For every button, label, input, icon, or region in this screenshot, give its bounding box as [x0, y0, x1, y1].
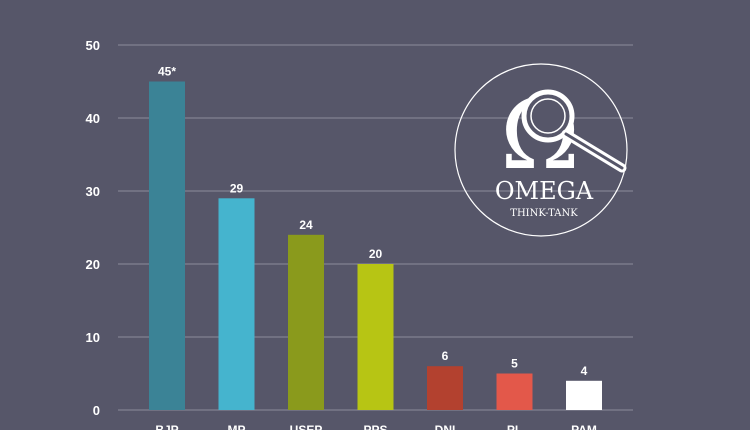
logo-name: OMEGA: [495, 177, 594, 205]
y-tick-label: 40: [86, 111, 100, 126]
bar-mp: [218, 198, 255, 410]
data-label: 4: [581, 364, 588, 378]
data-label: 29: [230, 181, 244, 195]
category-labels: BJP MP USEP PPS DNI PL PAM: [155, 423, 597, 430]
category-label: USEP: [290, 423, 323, 430]
data-label: 6: [442, 349, 449, 363]
bar-pl: [496, 373, 533, 410]
y-tick-label: 0: [93, 403, 100, 418]
data-label: 45*: [158, 65, 176, 79]
y-tick-label: 50: [86, 38, 100, 53]
category-label: PAM: [571, 423, 597, 430]
bar-dni: [427, 366, 463, 410]
bar-pam: [566, 380, 602, 410]
y-tick-label: 10: [86, 330, 100, 345]
data-label: 20: [369, 247, 383, 261]
bars: [149, 81, 602, 410]
bar-bjp: [149, 81, 185, 410]
logo-circle: [454, 63, 628, 237]
category-label: PL: [507, 423, 522, 430]
data-labels: 45* 29 24 20 6 5 4: [158, 65, 588, 378]
category-label: MP: [228, 423, 246, 430]
data-label: 5: [511, 357, 518, 371]
y-tick-label: 30: [86, 184, 100, 199]
magnifying-glass-icon: [521, 89, 627, 173]
y-tick-label: 20: [86, 257, 100, 272]
omega-logo: Ω OMEGA THINK-TANK: [454, 63, 628, 237]
logo-tagline: THINK-TANK: [510, 208, 578, 219]
y-axis-ticks: 0 10 20 30 40 50: [86, 38, 100, 418]
category-label: DNI: [435, 423, 456, 430]
category-label: BJP: [155, 423, 178, 430]
bar-pps: [357, 264, 394, 410]
data-label: 24: [299, 218, 313, 232]
bar-usep: [288, 234, 324, 410]
category-label: PPS: [363, 423, 387, 430]
